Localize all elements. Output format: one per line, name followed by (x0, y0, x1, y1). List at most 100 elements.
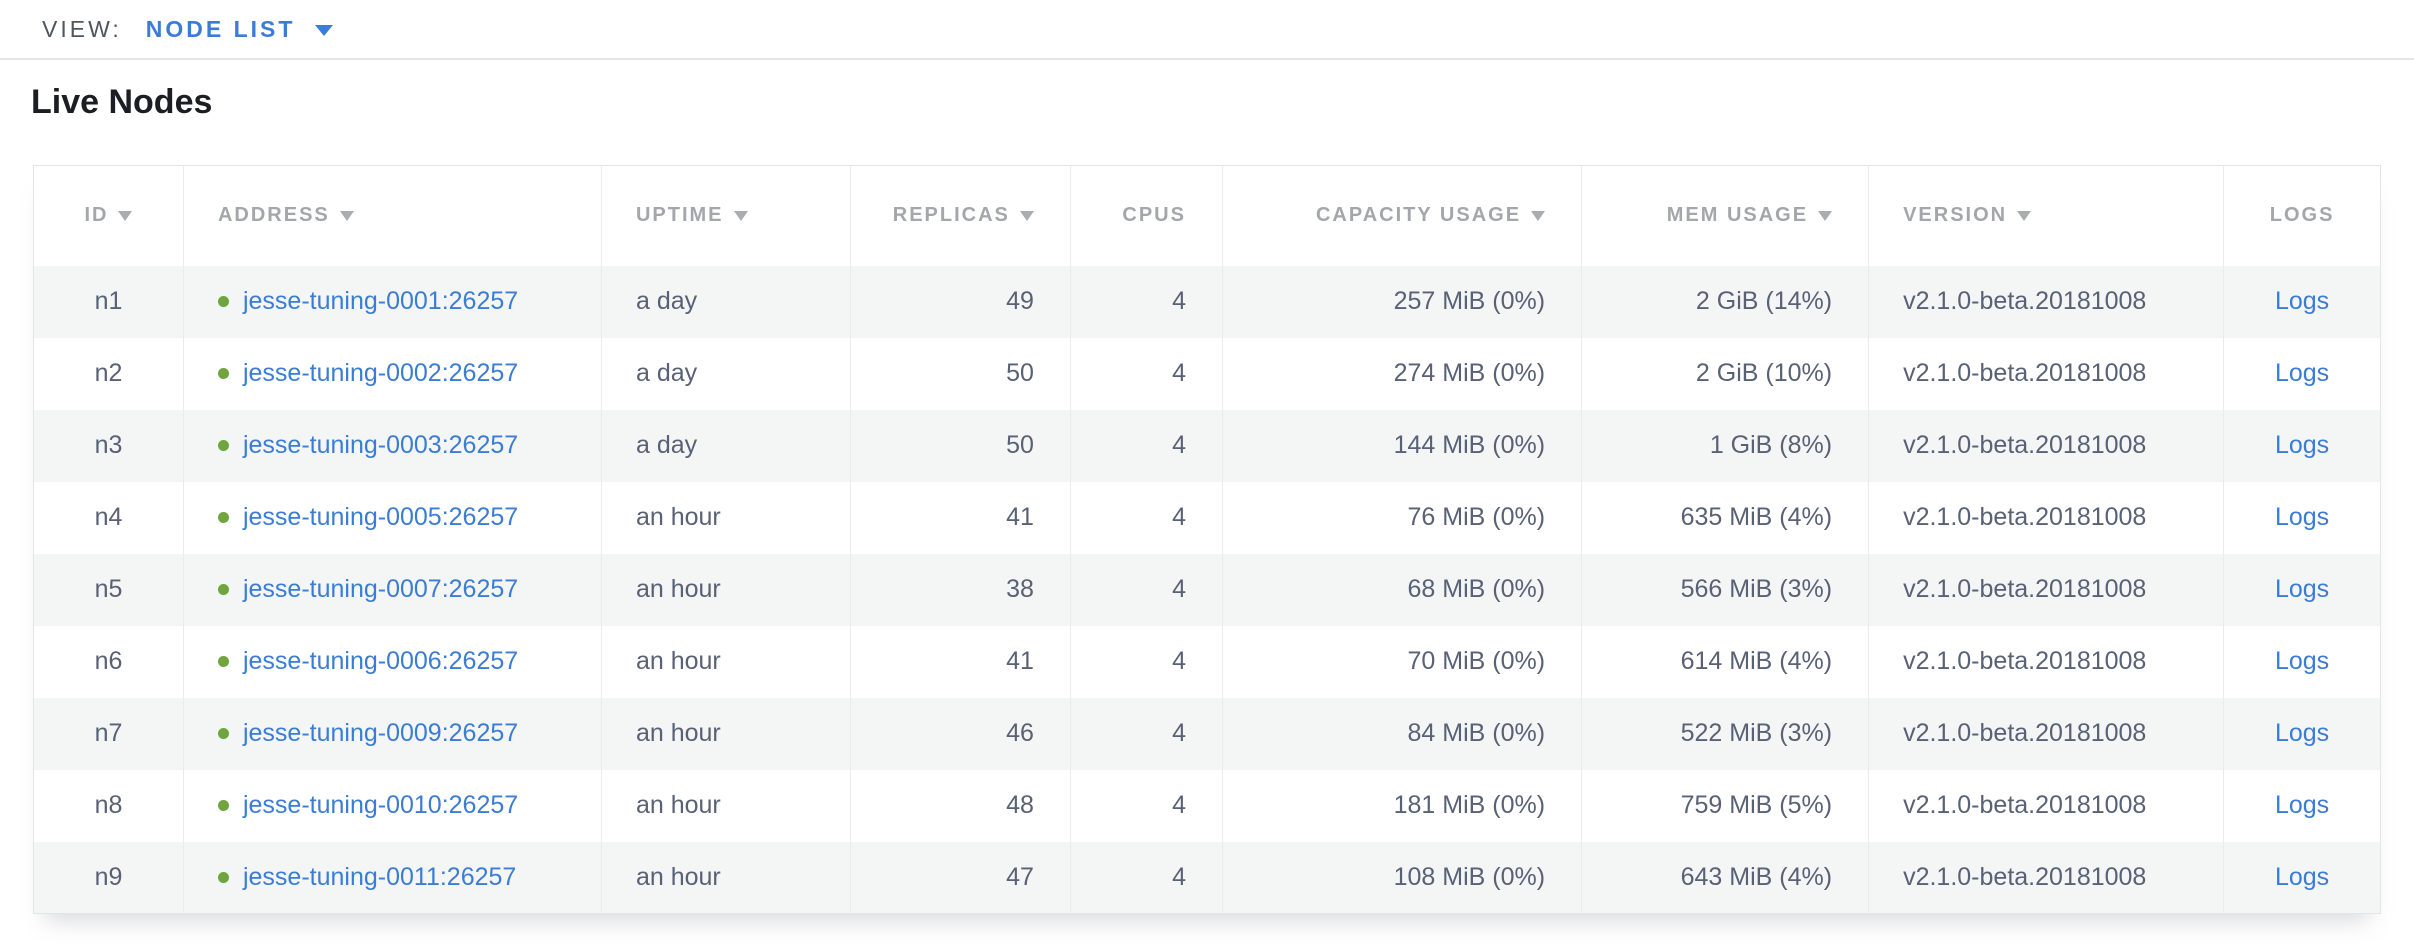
cell-uptime: a day (600, 265, 851, 338)
cell-id: n4 (94, 503, 123, 531)
table-row: n3 jesse-tuning-0003:26257 a day 50 4 144 MiB… (33, 409, 2381, 482)
column-header-mem[interactable]: MEM USAGE (1581, 165, 1869, 266)
node-address-link[interactable]: jesse-tuning-0001:26257 (242, 287, 519, 315)
cell-uptime: an hour (600, 841, 851, 914)
cell-version: v2.1.0-beta.20181008 (1868, 625, 2224, 698)
cell-uptime: a day (600, 337, 851, 410)
node-address-link[interactable]: jesse-tuning-0007:26257 (242, 575, 519, 603)
column-header-label: VERSION (1903, 204, 2008, 227)
cell-id: n8 (94, 791, 123, 819)
cell-mem: 522 MiB (3%) (1581, 697, 1869, 770)
logs-link[interactable]: Logs (2274, 575, 2330, 603)
node-address-link[interactable]: jesse-tuning-0002:26257 (242, 359, 519, 387)
cell-id: n5 (94, 575, 123, 603)
cell-logs: Logs (2223, 625, 2381, 698)
node-live-status-dot (217, 512, 229, 523)
cell-version: v2.1.0-beta.20181008 (1868, 337, 2224, 410)
sort-desc-arrow-icon (1531, 211, 1546, 222)
node-address-link[interactable]: jesse-tuning-0006:26257 (242, 647, 519, 675)
sort-desc-arrow-icon (339, 211, 354, 222)
column-header-label: ID (84, 204, 109, 227)
view-label: VIEW: (42, 15, 122, 42)
node-address-link[interactable]: jesse-tuning-0009:26257 (242, 719, 519, 747)
node-address-link[interactable]: jesse-tuning-0011:26257 (242, 862, 517, 891)
cell-id: n9 (94, 862, 123, 891)
node-live-status-dot (217, 800, 229, 811)
table-body: n1 jesse-tuning-0001:26257 a day 49 4 257 MiB… (33, 265, 2381, 914)
cell-uptime: an hour (600, 625, 851, 698)
cell-logs: Logs (2223, 553, 2381, 626)
column-header-label: REPLICAS (892, 204, 1010, 227)
logs-link[interactable]: Logs (2274, 862, 2330, 891)
cell-cpus: 4 (1069, 841, 1223, 914)
cell-address: jesse-tuning-0003:26257 (182, 409, 602, 482)
cell-replicas: 38 (849, 553, 1071, 626)
column-header-logs: LOGS (2223, 165, 2381, 266)
cell-address: jesse-tuning-0001:26257 (182, 265, 602, 338)
cell-mem: 1 GiB (8%) (1581, 409, 1869, 482)
cell-capacity: 76 MiB (0%) (1221, 481, 1582, 554)
cell-uptime: an hour (600, 769, 851, 842)
logs-link[interactable]: Logs (2274, 503, 2330, 531)
cell-id: n6 (94, 647, 123, 675)
column-header-id[interactable]: ID (33, 165, 184, 266)
logs-link[interactable]: Logs (2274, 791, 2330, 819)
table-row: n7 jesse-tuning-0009:26257 an hour 46 4 84 Mi… (33, 697, 2381, 770)
cell-capacity: 108 MiB (0%) (1221, 841, 1582, 914)
logs-link[interactable]: Logs (2274, 431, 2330, 459)
cell-version: v2.1.0-beta.20181008 (1868, 553, 2224, 626)
logs-link[interactable]: Logs (2274, 647, 2330, 675)
cell-cpus: 4 (1069, 409, 1223, 482)
node-live-status-dot (217, 871, 229, 883)
cell-mem: 759 MiB (5%) (1581, 769, 1869, 842)
view-selector-dropdown[interactable]: NODE LIST (146, 16, 334, 43)
node-address-link[interactable]: jesse-tuning-0003:26257 (242, 431, 519, 459)
cell-address: jesse-tuning-0002:26257 (182, 337, 602, 410)
logs-link[interactable]: Logs (2274, 359, 2330, 387)
column-header-uptime[interactable]: UPTIME (600, 165, 851, 266)
cell-replicas: 50 (849, 337, 1071, 410)
table-row: n4 jesse-tuning-0005:26257 an hour 41 4 76 Mi… (33, 481, 2381, 554)
sort-desc-arrow-icon (2017, 211, 2032, 222)
cell-cpus: 4 (1069, 337, 1223, 410)
sort-desc-arrow-icon (118, 211, 133, 222)
cell-version: v2.1.0-beta.20181008 (1868, 769, 2224, 842)
column-header-label: ADDRESS (217, 204, 330, 227)
cell-replicas: 46 (849, 697, 1071, 770)
cell-capacity: 274 MiB (0%) (1221, 337, 1582, 410)
column-header-label: LOGS (2269, 204, 2335, 227)
column-header-address[interactable]: ADDRESS (182, 165, 602, 266)
table-row: n8 jesse-tuning-0010:26257 an hour 48 4 181 M… (33, 769, 2381, 842)
cell-capacity: 84 MiB (0%) (1221, 697, 1582, 770)
node-live-status-dot (217, 296, 229, 307)
view-bar: VIEW: NODE LIST (0, 0, 2414, 60)
cell-cpus: 4 (1069, 553, 1223, 626)
live-nodes-table: ID ADDRESS UPTIME REPLICAS CPUS CAPACITY USAG… (33, 165, 2381, 914)
cell-address: jesse-tuning-0011:26257 (182, 841, 602, 914)
cell-logs: Logs (2223, 337, 2381, 410)
column-header-cpus: CPUS (1069, 165, 1223, 266)
cell-cpus: 4 (1069, 769, 1223, 842)
logs-link[interactable]: Logs (2274, 719, 2330, 747)
cell-uptime: a day (600, 409, 851, 482)
chevron-down-icon (315, 25, 334, 36)
column-header-replicas[interactable]: REPLICAS (849, 165, 1071, 266)
logs-link[interactable]: Logs (2274, 287, 2330, 315)
table-header-row: ID ADDRESS UPTIME REPLICAS CPUS CAPACITY USAG… (33, 165, 2381, 266)
sort-desc-arrow-icon (1818, 211, 1833, 222)
node-address-link[interactable]: jesse-tuning-0005:26257 (242, 503, 519, 531)
cell-uptime: an hour (600, 553, 851, 626)
cell-address: jesse-tuning-0006:26257 (182, 625, 602, 698)
table-row: n1 jesse-tuning-0001:26257 a day 49 4 257 MiB… (33, 265, 2381, 338)
column-header-version[interactable]: VERSION (1868, 165, 2224, 266)
node-address-link[interactable]: jesse-tuning-0010:26257 (242, 791, 519, 819)
cell-capacity: 144 MiB (0%) (1221, 409, 1582, 482)
sort-desc-arrow-icon (1019, 211, 1034, 222)
column-header-capacity[interactable]: CAPACITY USAGE (1221, 165, 1582, 266)
cell-replicas: 47 (849, 841, 1071, 914)
column-header-label: CPUS (1122, 204, 1186, 227)
cell-replicas: 49 (849, 265, 1071, 338)
cell-capacity: 181 MiB (0%) (1221, 769, 1582, 842)
node-live-status-dot (217, 368, 229, 379)
cell-version: v2.1.0-beta.20181008 (1868, 265, 2224, 338)
